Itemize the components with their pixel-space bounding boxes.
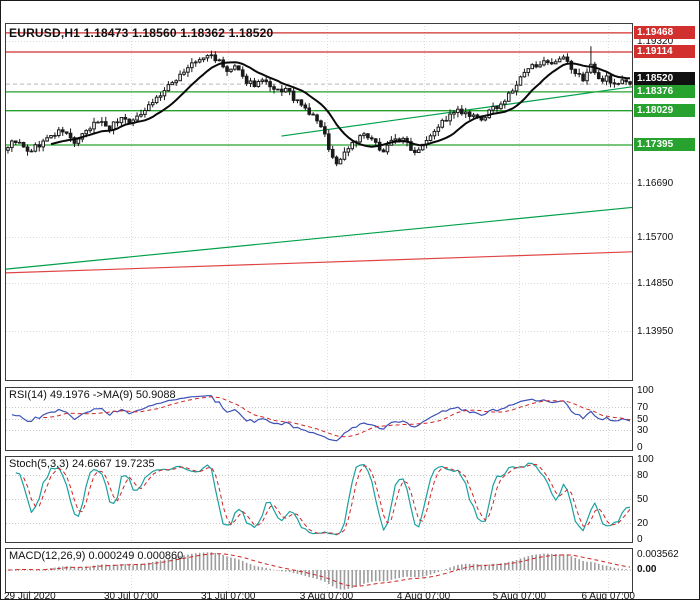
- macd-label: MACD(12,26,9) 0.000249 0.000860: [9, 550, 184, 562]
- stochastic-indicator-panel[interactable]: [6, 462, 632, 536]
- main-price-chart[interactable]: [5, 32, 633, 274]
- rsi-label: RSI(14) 49.1976 ->MA(9) 50.9088: [9, 389, 176, 401]
- time-axis[interactable]: 29 Jul 2020 30 Jul 07:00 31 Jul 07:00 3 Aug…: [1, 591, 699, 600]
- gridlines: [6, 23, 632, 592]
- stoch-label: Stoch(5,3,3) 24.6667 19.7235: [9, 458, 155, 470]
- macd-indicator-panel[interactable]: [6, 552, 632, 590]
- rsi-indicator-panel[interactable]: [6, 395, 632, 442]
- panel-borders: [5, 23, 633, 593]
- time-axis-label: 30 Jul 07:00: [103, 591, 159, 600]
- time-axis-label: 3 Aug 07:00: [299, 591, 354, 600]
- time-axis-label: 5 Aug 07:00: [492, 591, 547, 600]
- chart-title: EURUSD,H1 1.18473 1.18560 1.18362 1.1852…: [9, 26, 274, 40]
- time-axis-label: 29 Jul 2020: [4, 591, 56, 600]
- time-axis-label: 31 Jul 07:00: [200, 591, 256, 600]
- time-axis-label: 6 Aug 07:00: [581, 591, 635, 600]
- time-axis-label: 4 Aug 07:00: [396, 591, 451, 600]
